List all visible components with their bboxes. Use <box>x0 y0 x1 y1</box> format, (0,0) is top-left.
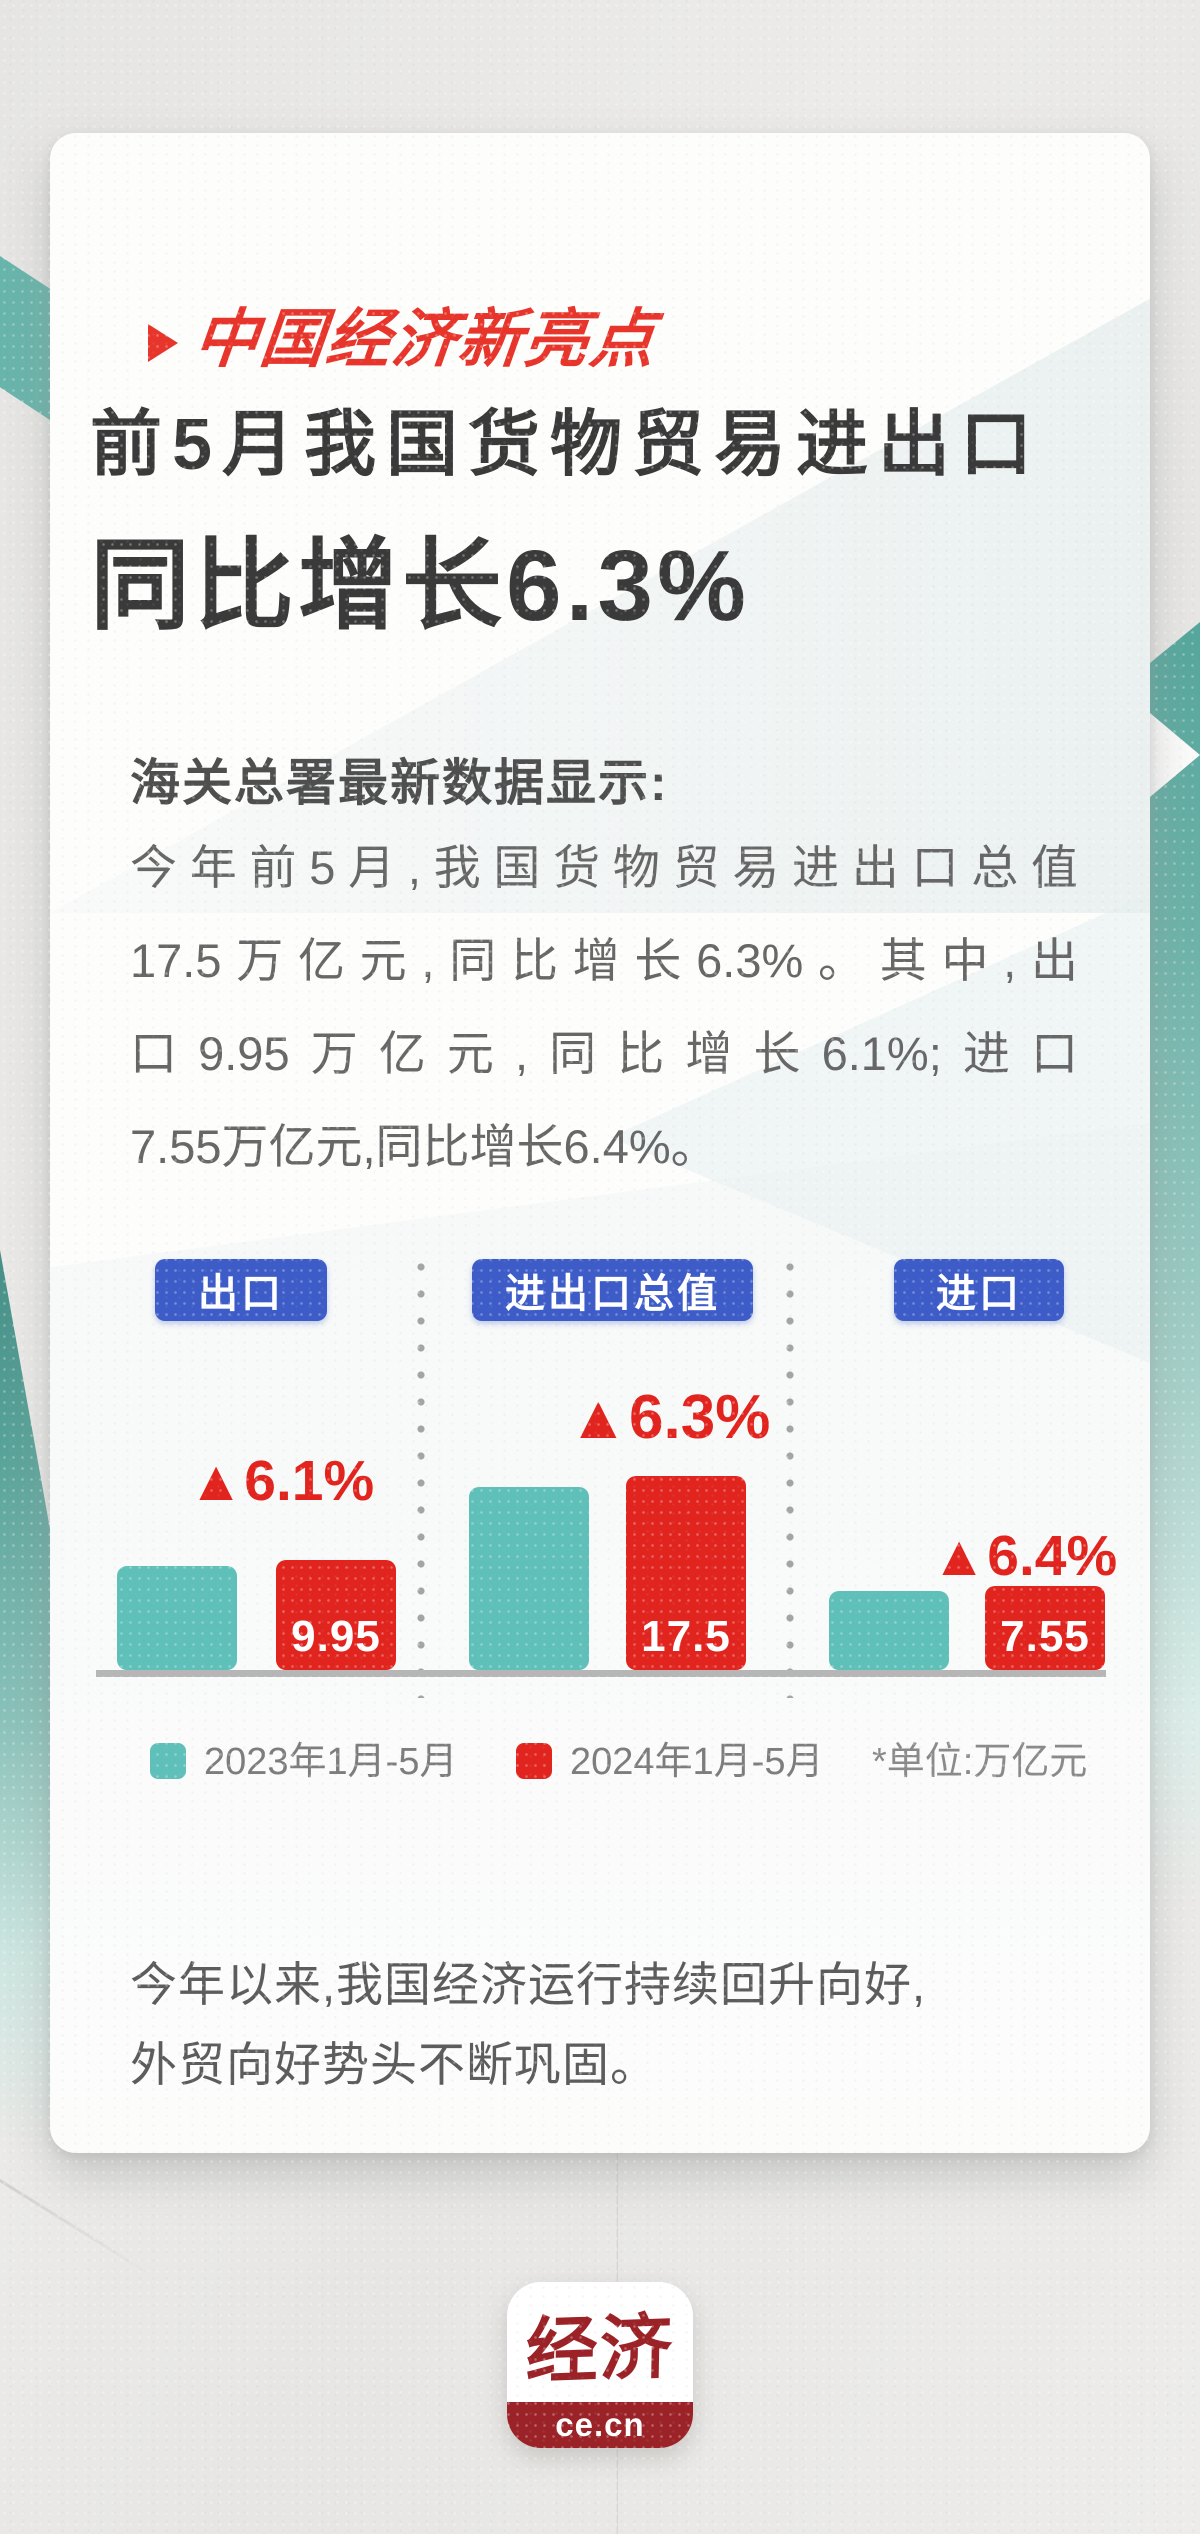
footer-line-2: 外贸向好势头不断巩固。 <box>130 2038 658 2091</box>
bar-2023-export <box>117 1566 237 1670</box>
category-label-import: 进口 <box>894 1259 1064 1321</box>
series-badge-label: 中国经济新亮点 <box>190 304 661 375</box>
lead-paragraph: 今年前5月,我国货物贸易进出口总值 17.5万亿元,同比增长6.3%。其中,出 … <box>130 821 1078 1193</box>
bar-2024-total: 17.5 <box>626 1476 746 1670</box>
bar-value-import: 7.55 <box>1000 1612 1090 1661</box>
content-card: 中国经济新亮点 前5月我国货物贸易进出口 同比增长6.3% 海关总署最新数据显示… <box>50 133 1150 2153</box>
page-title: 前5月我国货物贸易进出口 同比增长6.3% <box>90 385 1110 649</box>
bar-2023-import <box>829 1591 949 1670</box>
bar-value-export: 9.95 <box>291 1612 381 1661</box>
lead-line-2: 17.5万亿元,同比增长6.3%。其中,出 <box>130 934 1078 987</box>
category-label-total: 进出口总值 <box>472 1259 753 1321</box>
lead-heading: 海关总署最新数据显示: <box>130 755 669 811</box>
legend-swatch-2024 <box>516 1743 552 1779</box>
growth-label-total: ▲6.3% <box>567 1383 771 1452</box>
chart-legend: 2023年1月-5月 2024年1月-5月 *单位:万亿元 <box>50 1741 1150 1783</box>
lead-line-3: 口9.95万亿元,同比增长6.1%;进口 <box>130 1027 1078 1080</box>
dotted-separator-2 <box>786 1262 794 1698</box>
paper-crease-diagonal <box>0 2160 157 2280</box>
unit-note: *单位:万亿元 <box>872 1741 1088 1783</box>
title-line1: 前5月我国货物贸易进出口 <box>90 405 1043 485</box>
bar-2023-total <box>469 1487 589 1670</box>
growth-label-import: ▲6.4% <box>930 1524 1118 1588</box>
lead-line-4: 7.55万亿元,同比增长6.4%。 <box>130 1120 718 1173</box>
legend-label-2024: 2024年1月-5月 <box>570 1741 824 1783</box>
triangle-right-icon <box>148 324 178 362</box>
legend-swatch-2023 <box>150 1743 186 1779</box>
logo-calligraphy-text: 经济 <box>525 2306 675 2393</box>
title-line2: 同比增长6.3% <box>90 530 750 642</box>
ce-cn-logo: 经济 ce.cn <box>507 2282 693 2448</box>
footer-paragraph: 今年以来,我国经济运行持续回升向好, 外贸向好势头不断巩固。 <box>130 1945 1090 2105</box>
legend-label-2023: 2023年1月-5月 <box>204 1741 458 1783</box>
category-label-export: 出口 <box>155 1259 327 1321</box>
growth-label-export: ▲6.1% <box>187 1449 375 1513</box>
footer-line-1: 今年以来,我国经济运行持续回升向好, <box>130 1958 927 2011</box>
logo-domain-band: ce.cn <box>507 2402 693 2448</box>
bar-2024-import: 7.55 <box>985 1586 1105 1670</box>
teal-accent-bottom-left <box>0 1250 50 2150</box>
dotted-separator-1 <box>417 1262 425 1698</box>
bar-value-total: 17.5 <box>641 1612 731 1661</box>
teal-accent-right <box>1150 622 1200 1902</box>
bar-2024-export: 9.95 <box>276 1560 396 1670</box>
lead-line-1: 今年前5月,我国货物贸易进出口总值 <box>130 841 1078 894</box>
teal-accent-top-left <box>0 256 50 420</box>
chart-baseline <box>96 1670 1106 1677</box>
